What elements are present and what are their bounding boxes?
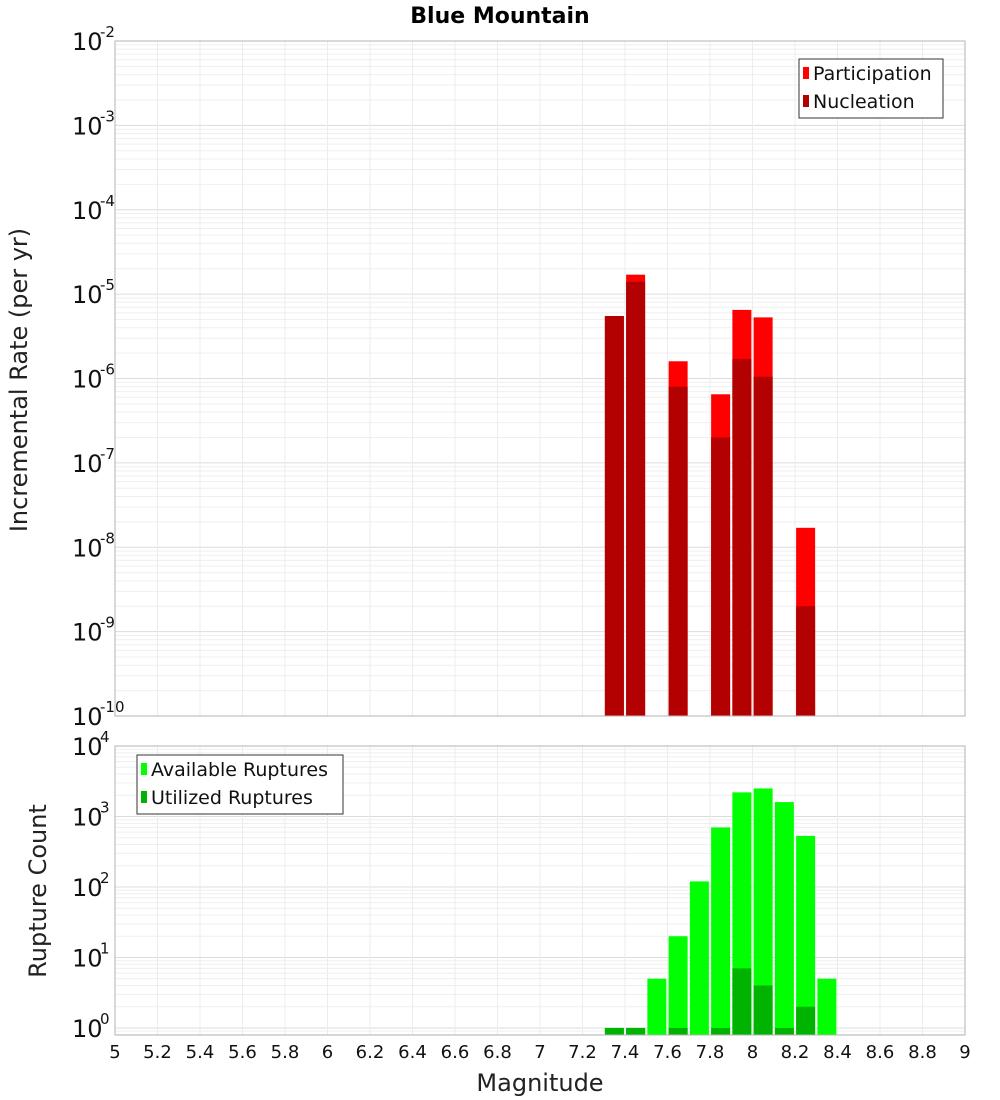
- top-y-tick-exponent: -2: [100, 23, 115, 41]
- bottom-plot-bars: [604, 788, 837, 1035]
- x-axis-tick-labels: 5 5.2 5.4 5.6 5.8 6 6.2 6.4 6.6 6.8 7 7.2 7.4 7.6 7.8 8…: [109, 1042, 970, 1063]
- top-y-tick-exponent: -4: [100, 192, 115, 210]
- legend-label-nucleation: Nucleation: [813, 91, 915, 113]
- top-legend-box: [798, 58, 944, 119]
- bottom-bar-available-ruptures: [647, 978, 667, 1035]
- top-y-tick-base: 10: [72, 281, 103, 309]
- top-bar-nucleation: [604, 316, 624, 716]
- bottom-y-tick-base: 10: [72, 944, 103, 972]
- x-tick-label: 7.2: [568, 1042, 597, 1063]
- bottom-bar-utilized-ruptures: [626, 1027, 646, 1035]
- bottom-bar-utilized-ruptures: [796, 1006, 816, 1035]
- top-plot-grid: [114, 41, 966, 717]
- bottom-bar-available-ruptures: [774, 802, 794, 1035]
- x-tick-label: 6.4: [398, 1042, 427, 1063]
- x-tick-label: 8.8: [908, 1042, 937, 1063]
- bottom-bar-available-ruptures: [668, 936, 688, 1035]
- x-tick-label: 5.2: [143, 1042, 172, 1063]
- bottom-bar-utilized-ruptures: [604, 1027, 624, 1035]
- bottom-y-tick-exponent: 2: [100, 869, 110, 887]
- legend-label-available: Available Ruptures: [151, 759, 328, 781]
- top-plot-frame: [114, 40, 966, 717]
- x-tick-label: 7: [534, 1042, 545, 1063]
- legend-label-utilized: Utilized Ruptures: [151, 787, 313, 809]
- bottom-bar-available-ruptures: [796, 835, 816, 1035]
- bottom-y-tick-exponent: 1: [100, 939, 110, 957]
- top-y-tick-base: 10: [72, 703, 103, 731]
- x-tick-label: 7.6: [653, 1042, 682, 1063]
- top-y-tick-base: 10: [72, 112, 103, 140]
- bottom-y-tick-exponent: 4: [100, 728, 110, 746]
- top-bar-nucleation: [732, 359, 752, 716]
- bottom-y-tick-base: 10: [72, 733, 103, 761]
- bottom-y-tick-exponent: 3: [100, 798, 110, 816]
- legend-swatch-utilized: [141, 791, 147, 803]
- bottom-bar-available-ruptures: [753, 788, 773, 1035]
- top-y-tick-exponent: -3: [100, 107, 115, 125]
- legend-swatch-participation: [803, 67, 809, 79]
- bottom-y-tick-base: 10: [72, 874, 103, 902]
- x-tick-label: 6: [322, 1042, 333, 1063]
- x-tick-label: 7.4: [611, 1042, 640, 1063]
- legend-label-participation: Participation: [813, 63, 932, 85]
- x-tick-label: 6.8: [483, 1042, 512, 1063]
- x-tick-label: 8.4: [823, 1042, 852, 1063]
- top-bar-nucleation: [796, 606, 816, 716]
- x-tick-label: 7.8: [696, 1042, 725, 1063]
- legend-swatch-available: [141, 763, 147, 775]
- x-axis-label: Magnitude: [476, 1069, 603, 1097]
- top-y-tick-exponent: -8: [100, 529, 115, 547]
- x-tick-label: 8: [747, 1042, 758, 1063]
- top-bar-nucleation: [753, 376, 773, 716]
- top-y-tick-exponent: -5: [100, 276, 115, 294]
- x-tick-label: 5: [109, 1042, 120, 1063]
- top-bar-nucleation: [668, 386, 688, 716]
- bottom-y-axis-label: Rupture Count: [24, 804, 52, 978]
- x-tick-label: 8.2: [781, 1042, 810, 1063]
- top-legend: Participation Nucleation: [798, 58, 944, 119]
- bottom-bar-utilized-ruptures: [774, 1027, 794, 1035]
- x-tick-label: 5.6: [228, 1042, 257, 1063]
- bottom-bar-available-ruptures: [711, 827, 731, 1035]
- top-y-tick-exponent: -10: [100, 698, 125, 716]
- bottom-bar-available-ruptures: [689, 881, 709, 1035]
- bottom-bar-utilized-ruptures: [732, 968, 752, 1035]
- top-y-axis-label: Incremental Rate (per yr): [5, 228, 33, 532]
- bottom-legend-box: [136, 754, 344, 815]
- top-bar-nucleation: [626, 281, 646, 716]
- x-tick-label: 6.6: [441, 1042, 470, 1063]
- x-tick-label: 5.8: [271, 1042, 300, 1063]
- top-y-tick-base: 10: [72, 366, 103, 394]
- bottom-bar-utilized-ruptures: [668, 1027, 688, 1035]
- top-y-tick-base: 10: [72, 450, 103, 478]
- legend-swatch-nucleation: [803, 95, 809, 107]
- bottom-y-tick-base: 10: [72, 803, 103, 831]
- top-y-tick-exponent: -9: [100, 614, 115, 632]
- top-y-tick-base: 10: [72, 28, 103, 56]
- top-y-tick-exponent: -6: [100, 361, 115, 379]
- top-bar-nucleation: [711, 437, 731, 716]
- x-tick-label: 8.6: [866, 1042, 895, 1063]
- x-tick-label: 9: [959, 1042, 970, 1063]
- bottom-plot-frame: [114, 745, 966, 1036]
- x-tick-label: 5.4: [186, 1042, 215, 1063]
- bottom-y-tick-exponent: 0: [100, 1010, 110, 1028]
- top-y-tick-base: 10: [72, 197, 103, 225]
- top-y-tick-base: 10: [72, 534, 103, 562]
- bottom-y-tick-base: 10: [72, 1015, 103, 1043]
- bottom-bar-utilized-ruptures: [711, 1027, 731, 1035]
- chart-title: Blue Mountain: [410, 4, 589, 29]
- top-y-tick-base: 10: [72, 619, 103, 647]
- bottom-bar-utilized-ruptures: [753, 985, 773, 1035]
- top-plot-bars: [604, 274, 816, 716]
- bottom-bar-available-ruptures: [817, 978, 837, 1035]
- top-y-tick-exponent: -7: [100, 445, 115, 463]
- x-tick-label: 6.2: [356, 1042, 385, 1063]
- bottom-legend: Available Ruptures Utilized Ruptures: [136, 754, 344, 815]
